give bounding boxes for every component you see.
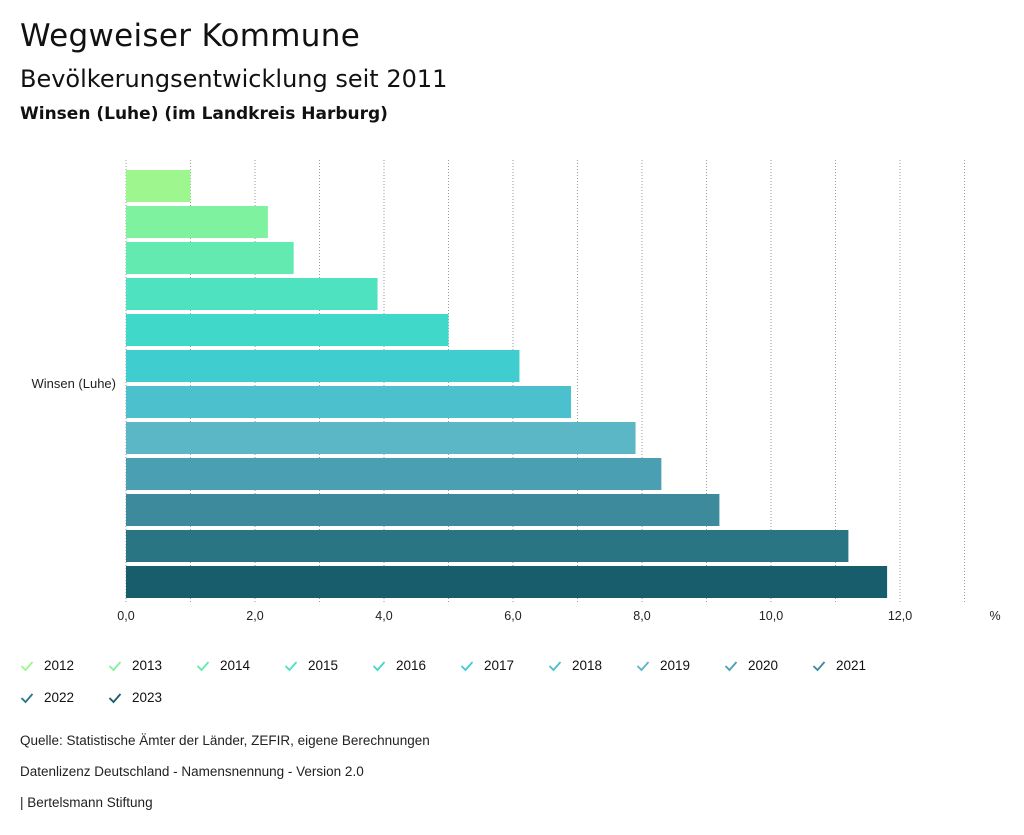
legend-label: 2023 (132, 690, 163, 705)
checkmark-icon (812, 660, 826, 671)
legend-item-2019[interactable]: 2019 (636, 658, 690, 673)
checkmark-icon (284, 660, 298, 671)
legend-item-2013[interactable]: 2013 (108, 658, 162, 673)
bar-2017[interactable] (126, 350, 520, 382)
legend-label: 2019 (660, 658, 691, 673)
x-tick-label: 2,0 (246, 609, 263, 623)
legend-label: 2021 (836, 658, 867, 673)
legend-item-2022[interactable]: 2022 (20, 690, 74, 705)
x-tick-label: 8,0 (633, 609, 650, 623)
legend-label: 2017 (484, 658, 515, 673)
x-tick-label: 0,0 (117, 609, 134, 623)
checkmark-icon (196, 660, 210, 671)
x-tick-label: 10,0 (759, 609, 783, 623)
x-tick-label: 4,0 (375, 609, 392, 623)
checkmark-icon (20, 692, 34, 703)
bar-2016[interactable] (126, 314, 449, 346)
legend-label: 2022 (44, 690, 75, 705)
chart-subtitle: Bevölkerungsentwicklung seit 2011 (20, 65, 448, 93)
legend-item-2020[interactable]: 2020 (724, 658, 778, 673)
checkmark-icon (724, 660, 738, 671)
bar-2020[interactable] (126, 458, 662, 490)
legend-label: 2015 (308, 658, 339, 673)
checkmark-icon (108, 660, 122, 671)
legend-label: 2018 (572, 658, 603, 673)
legend-label: 2012 (44, 658, 75, 673)
bar-2023[interactable] (126, 566, 888, 598)
region-label: Winsen (Luhe) (im Landkreis Harburg) (20, 104, 388, 124)
legend-item-2023[interactable]: 2023 (108, 690, 162, 705)
license-note: Datenlizenz Deutschland - Namensnennung … (20, 764, 364, 779)
legend-item-2017[interactable]: 2017 (460, 658, 514, 673)
category-label: Winsen (Luhe) (31, 376, 116, 391)
checkmark-icon (108, 692, 122, 703)
legend-item-2021[interactable]: 2021 (812, 658, 866, 673)
x-tick-label: 6,0 (504, 609, 521, 623)
bar-2021[interactable] (126, 494, 720, 526)
source-note: Quelle: Statistische Ämter der Länder, Z… (20, 733, 430, 748)
bar-2013[interactable] (126, 206, 268, 238)
legend-label: 2014 (220, 658, 251, 673)
legend-item-2012[interactable]: 2012 (20, 658, 74, 673)
checkmark-icon (372, 660, 386, 671)
bar-2012[interactable] (126, 170, 191, 202)
page-title: Wegweiser Kommune (20, 18, 361, 54)
legend-item-2014[interactable]: 2014 (196, 658, 250, 673)
legend-item-2016[interactable]: 2016 (372, 658, 426, 673)
unit-label: % (989, 609, 1000, 623)
bar-chart: Winsen (Luhe) 0,0 2,0 4,0 6,0 8,0 10,0 12,0% (31, 160, 1001, 623)
bar-2022[interactable] (126, 530, 849, 562)
x-tick-label: 12,0 (888, 609, 912, 623)
legend-label: 2020 (748, 658, 779, 673)
checkmark-icon (636, 660, 650, 671)
checkmark-icon (548, 660, 562, 671)
bar-2018[interactable] (126, 386, 572, 418)
bar-2014[interactable] (126, 242, 294, 274)
bar-2015[interactable] (126, 278, 378, 310)
checkmark-icon (460, 660, 474, 671)
legend-label: 2016 (396, 658, 427, 673)
bar-2019[interactable] (126, 422, 636, 454)
legend-item-2018[interactable]: 2018 (548, 658, 602, 673)
checkmark-icon (20, 660, 34, 671)
legend-item-2015[interactable]: 2015 (284, 658, 338, 673)
legend-label: 2013 (132, 658, 163, 673)
publisher-note: | Bertelsmann Stiftung (20, 795, 153, 810)
